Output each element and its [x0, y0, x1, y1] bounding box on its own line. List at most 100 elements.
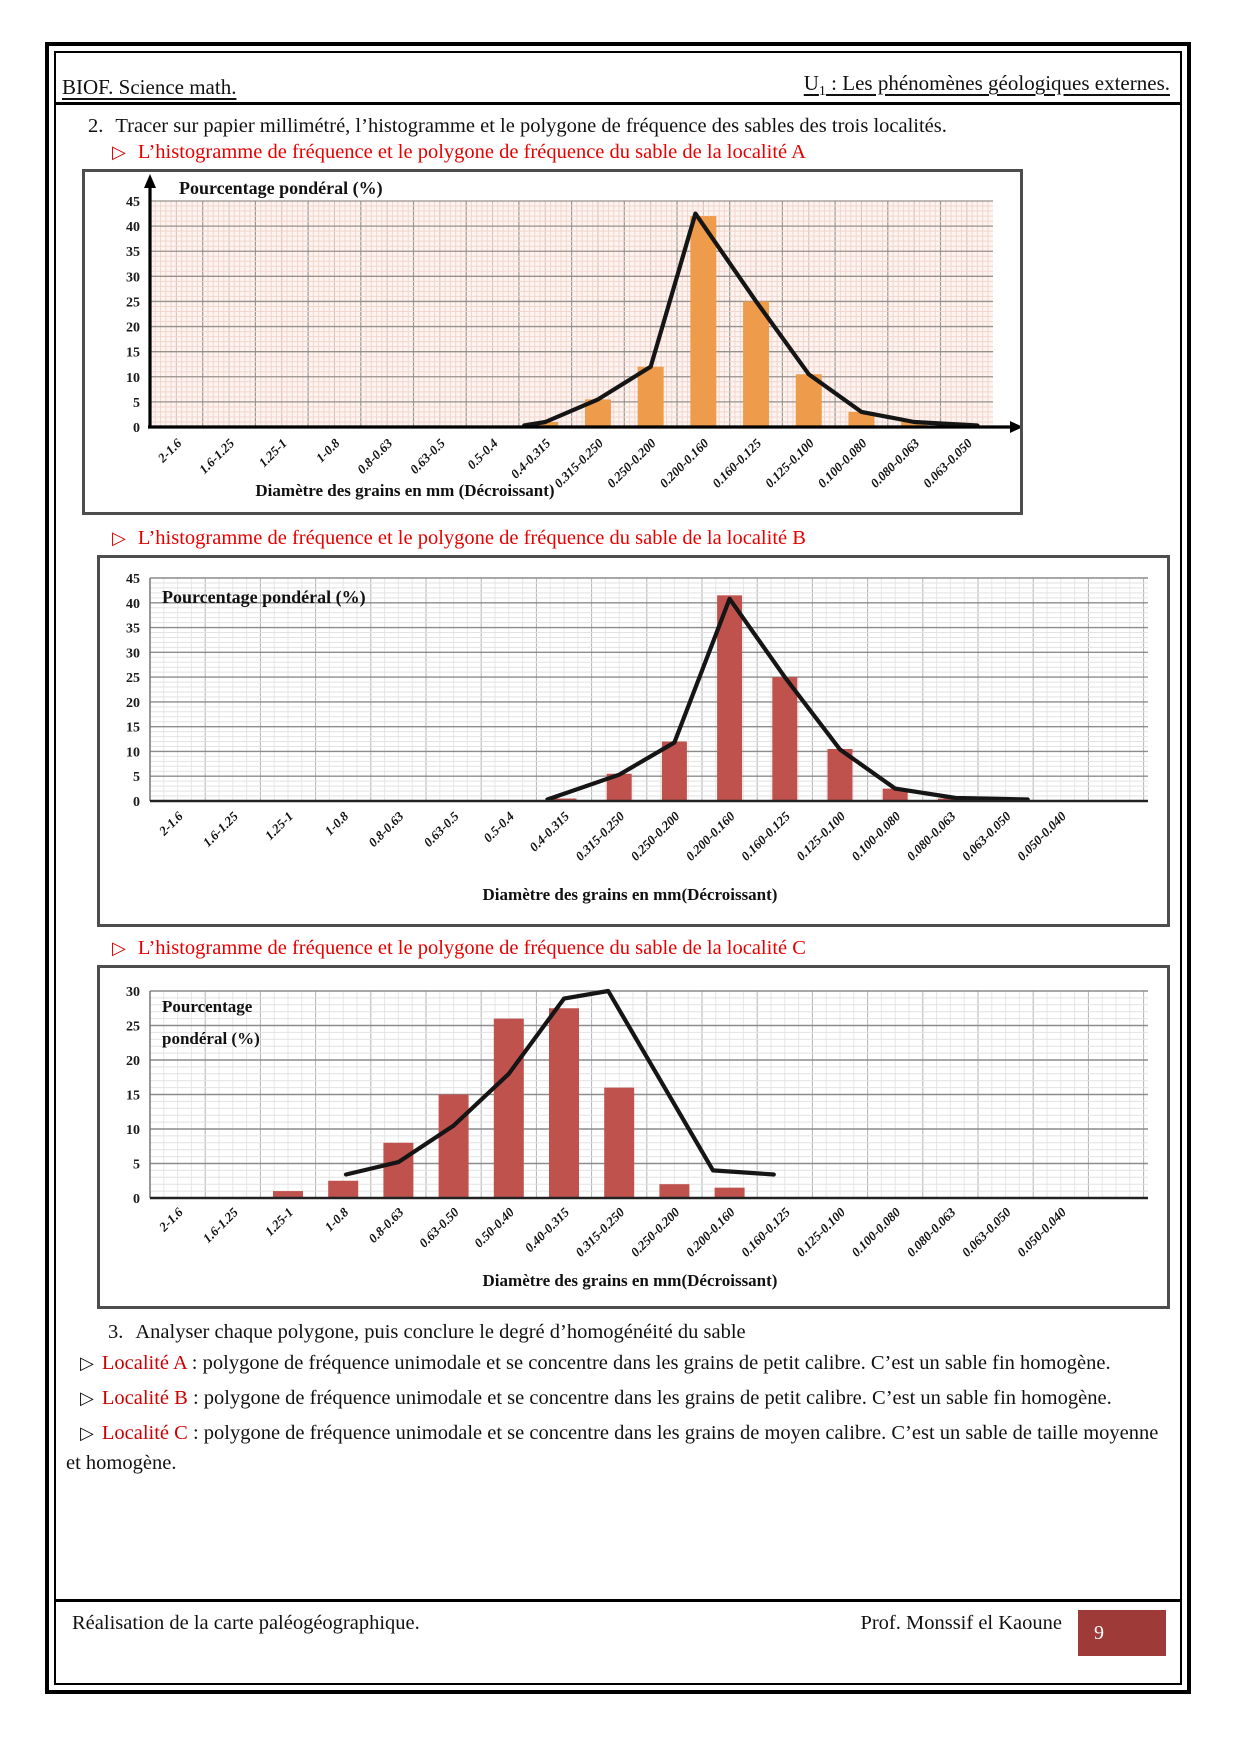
analysis-locality-a-text: : polygone de fréquence unimodale et se …	[186, 1352, 1111, 1374]
y-tick-label: 20	[126, 1054, 140, 1069]
bar	[690, 216, 717, 427]
x-tick-label: 0.160-0.125	[738, 808, 793, 863]
bar	[273, 1191, 303, 1198]
header-right-title: U1 : Les phénomènes géologiques externes…	[803, 70, 1170, 99]
y-tick-label: 25	[126, 295, 140, 310]
x-tick-label: 0.315-0.250	[572, 808, 627, 863]
x-tick-label: 0.4-0.315	[508, 435, 554, 481]
x-tick-label: 0.080-0.063	[903, 808, 958, 863]
bar	[772, 677, 798, 801]
x-tick-label: 1.25-1	[262, 809, 296, 843]
y-tick-label: 5	[133, 770, 140, 785]
bar	[882, 788, 908, 801]
x-tick-label: 0.250-0.200	[604, 435, 659, 490]
arrow-bullet-icon: ▷	[112, 528, 126, 548]
x-tick-label: 0.125-0.100	[793, 808, 848, 863]
heading-locality-c-text: L’histogramme de fréquence et le polygon…	[137, 937, 806, 959]
x-axis-label: Diamètre des grains en mm(Décroissant)	[483, 1271, 778, 1290]
x-tick-label: 0.250-0.200	[627, 808, 682, 863]
heading-locality-b-text: L’histogramme de fréquence et le polygon…	[137, 527, 806, 549]
y-tick-label: 20	[126, 321, 140, 336]
y-tick-label: 0	[133, 421, 140, 436]
y-tick-label: 40	[126, 220, 140, 235]
plot-background	[150, 578, 1148, 801]
y-tick-label: 25	[126, 1020, 140, 1035]
bar	[937, 798, 963, 801]
heading-locality-c: ▷ L’histogramme de fréquence et le polyg…	[112, 937, 1172, 960]
chart-locality-c: 0 5 10 15 20 25 30 2-1.6 1.6-1.25 1.25-1 1-0.8 0.8-…	[97, 965, 1170, 1309]
analysis-locality-c-text: : polygone de fréquence unimodale et se …	[66, 1421, 1159, 1475]
bar	[659, 1184, 690, 1198]
chartA-svg: 0 5 10 15 20 25 30 35 40 45 2-1.6 1.6-1.25 1.25-1 1-0…	[126, 174, 1020, 500]
question-2-text: Tracer sur papier millimétré, l’histogra…	[115, 115, 947, 137]
y-tick-label: 10	[126, 745, 140, 760]
question-2-number: 2.	[88, 115, 104, 137]
y-tick-label: 15	[126, 721, 140, 736]
x-tick-label: 0.250-0.200	[627, 1204, 682, 1259]
y-tick-label: 45	[126, 572, 140, 587]
arrow-bullet-icon: ▷	[80, 1387, 94, 1408]
analysis-locality-b: ▷ Localité B : polygone de fréquence unim…	[64, 1383, 1172, 1414]
x-tick-label: 1.25-1	[256, 436, 290, 470]
question-2-line: 2. Tracer sur papier millimétré, l’histo…	[88, 115, 1172, 138]
x-tick-label: 1-0.8	[322, 808, 352, 838]
x-tick-label: 0.160-0.125	[709, 435, 764, 490]
x-tick-label: 0.50-0.40	[471, 1204, 517, 1250]
frequency-polygon-line	[343, 988, 776, 1177]
footer-left-text: Réalisation de la carte paléogéographiqu…	[72, 1612, 420, 1634]
analysis-locality-b-label: Localité B	[101, 1386, 188, 1409]
x-tick-label: 0.5-0.4	[464, 435, 501, 472]
y-tick-label: 35	[126, 622, 140, 637]
bar	[795, 374, 822, 427]
bar	[637, 366, 664, 427]
y-tick-label: 0	[133, 1192, 140, 1207]
x-tick-label: 0.5-0.4	[480, 808, 517, 845]
x-tick-label: 0.100-0.080	[815, 435, 870, 490]
x-tick-label: 0.4-0.315	[526, 808, 572, 854]
x-axis-label: Diamètre des grains en mm(Décroissant)	[483, 885, 778, 904]
chart-title: pondéral (%)	[162, 1029, 260, 1048]
x-tick-label: 1.6-1.25	[200, 808, 242, 850]
heading-locality-a: ▷ L’histogramme de fréquence et le polyg…	[112, 141, 1172, 164]
chartC-svg: 0 5 10 15 20 25 30 2-1.6 1.6-1.25 1.25-1 1-0.8 0.8-…	[126, 985, 1148, 1290]
bar	[328, 1180, 359, 1198]
x-tick-label: 1.6-1.25	[196, 435, 238, 477]
question-3-line: 3. Analyser chaque polygone, puis conclu…	[108, 1321, 1172, 1344]
bar	[532, 421, 559, 427]
chart-locality-a: 0 5 10 15 20 25 30 35 40 45 2-1.6 1.6-1.25 1.25-1 1-0…	[82, 169, 1023, 515]
x-tick-label: 0.8-0.63	[354, 435, 396, 477]
y-tick-label: 15	[126, 346, 140, 361]
page-header: BIOF. Science math. U1 : Les phénomènes …	[56, 53, 1180, 105]
chartB-svg: 0 5 10 15 20 25 30 35 40 45 2-1.6 1.6-1.25 1.25-1 1-0…	[126, 572, 1148, 904]
x-tick-label: 0.063-0.050	[920, 435, 975, 490]
y-tick-label: 5	[133, 396, 140, 411]
page-content: 2. Tracer sur papier millimétré, l’histo…	[56, 115, 1180, 1479]
arrow-bullet-icon: ▷	[112, 938, 126, 958]
x-tick-label: 0.8-0.63	[365, 808, 407, 850]
x-tick-label: 0.200-0.160	[656, 435, 711, 490]
x-axis-label: Diamètre des grains en mm (Décroissant)	[255, 481, 554, 500]
x-tick-label: 0.315-0.250	[572, 1204, 627, 1259]
analysis-locality-b-text: : polygone de fréquence unimodale et se …	[187, 1386, 1112, 1409]
x-tick-label: 0.100-0.080	[848, 1204, 903, 1259]
y-tick-label: 0	[133, 795, 140, 810]
bar	[549, 1008, 579, 1198]
y-tick-label: 5	[133, 1158, 140, 1173]
heading-locality-a-text: L’histogramme de fréquence et le polygon…	[137, 141, 806, 163]
x-axis-arrow-icon	[1010, 421, 1020, 433]
y-tick-label: 20	[126, 696, 140, 711]
bar	[493, 1018, 524, 1198]
bar	[604, 1087, 635, 1198]
y-tick-label: 30	[126, 646, 140, 661]
bar	[714, 1187, 745, 1198]
x-tick-label: 0.080-0.063	[867, 435, 922, 490]
analysis-locality-c-label: Localité C	[101, 1421, 188, 1444]
x-tick-label: 1.6-1.25	[200, 1204, 242, 1246]
analysis-locality-c: ▷ Localité C : polygone de fréquence unim…	[64, 1418, 1172, 1480]
arrow-bullet-icon: ▷	[112, 142, 126, 162]
y-tick-label: 10	[126, 1123, 140, 1138]
y-tick-label: 15	[126, 1089, 140, 1104]
x-tick-label: 0.063-0.050	[959, 808, 1014, 863]
analysis-locality-a-label: Localité A	[101, 1352, 187, 1374]
